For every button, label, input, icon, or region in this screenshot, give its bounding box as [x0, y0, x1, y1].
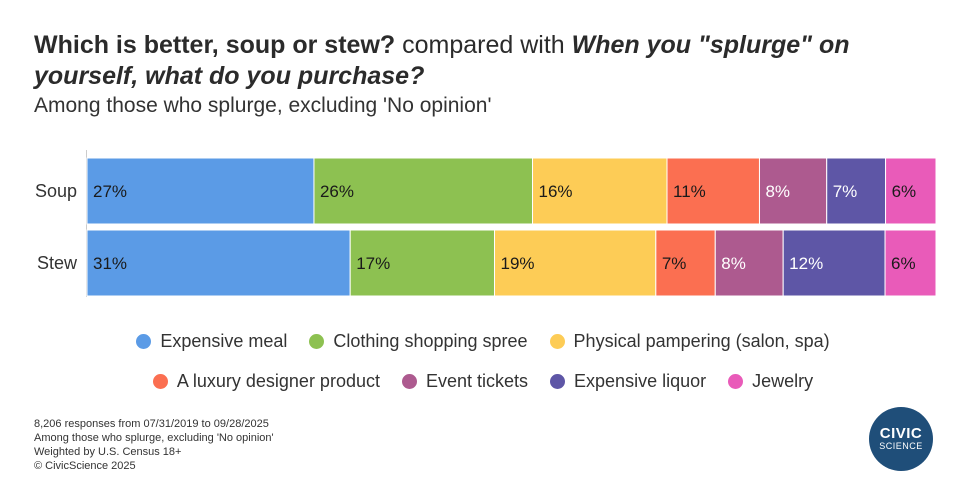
- civicscience-logo: CIVIC SCIENCE: [869, 407, 933, 471]
- chart-subtitle: Among those who splurge, excluding 'No o…: [34, 94, 492, 117]
- data-label-stew-a-luxury-designer-product: 7%: [662, 254, 687, 273]
- data-label-soup-physical-pampering-salon-spa: 16%: [539, 182, 573, 201]
- footer-responses: 8,206 responses from 07/31/2019 to 09/28…: [34, 418, 269, 430]
- chart-legend: Expensive meal Clothing shopping spree Phy…: [0, 326, 966, 406]
- data-label-stew-jewelry: 6%: [891, 254, 916, 273]
- data-label-stew-expensive-meal: 31%: [93, 254, 127, 273]
- legend-row-2: A luxury designer product Event tickets Ex…: [0, 366, 966, 396]
- legend-item-event-tickets: Event tickets: [401, 370, 529, 392]
- title-connector: compared with: [395, 31, 572, 59]
- legend-swatch-expensive-meal: [136, 333, 152, 349]
- footer-copyright: © CivicScience 2025: [34, 460, 136, 472]
- bar-soup-jewelry: [885, 157, 937, 225]
- legend-label-expensive-meal: Expensive meal: [160, 330, 288, 351]
- title-question-1: Which is better, soup or stew?: [34, 31, 396, 59]
- logo-line-2: SCIENCE: [879, 441, 923, 451]
- data-label-soup-event-tickets: 8%: [765, 182, 790, 201]
- bar-soup-physical-pampering-salon-spa: [532, 157, 668, 225]
- data-label-soup-a-luxury-designer-product: 11%: [673, 182, 706, 201]
- footer-filter: Among those who splurge, excluding 'No o…: [34, 432, 274, 444]
- data-label-soup-expensive-meal: 27%: [93, 182, 127, 201]
- bar-stew-clothing-shopping-spree: [349, 229, 496, 297]
- legend-item-jewelry: Jewelry: [728, 371, 813, 392]
- legend-swatch-physical-pampering-salon-spa: [549, 333, 565, 349]
- legend-item-expensive-meal: Expensive meal: [136, 331, 287, 352]
- legend-swatch-clothing-shopping-spree: [309, 333, 325, 349]
- legend-swatch-expensive-liquor: [550, 373, 566, 389]
- legend-label-expensive-liquor: Expensive liquor: [574, 370, 707, 391]
- category-label-soup: Soup: [35, 181, 77, 201]
- bar-soup-clothing-shopping-spree: [313, 157, 534, 225]
- bar-stew-jewelry: [884, 229, 937, 297]
- legend-label-clothing-shopping-spree: Clothing shopping spree: [333, 330, 528, 351]
- footer-notes: 8,206 responses from 07/31/2019 to 09/28…: [34, 417, 274, 473]
- title-question-2: When you "splurge" on yourself, what do …: [34, 31, 850, 90]
- bar-stew-expensive-liquor: [782, 229, 886, 297]
- logo-line-1: CIVIC: [879, 425, 923, 442]
- legend-label-a-luxury-designer-product: A luxury designer product: [176, 370, 380, 391]
- chart-title: Which is better, soup or stew? compared …: [34, 30, 934, 92]
- data-label-soup-clothing-shopping-spree: 26%: [320, 182, 354, 201]
- bar-soup-a-luxury-designer-product: [666, 157, 760, 225]
- data-label-stew-physical-pampering-salon-spa: 19%: [501, 254, 535, 273]
- data-label-stew-clothing-shopping-spree: 17%: [356, 254, 390, 273]
- category-label-stew: Stew: [37, 253, 78, 273]
- data-label-soup-jewelry: 6%: [892, 182, 917, 201]
- legend-swatch-event-tickets: [401, 373, 417, 389]
- bar-stew-a-luxury-designer-product: [655, 229, 716, 297]
- legend-label-event-tickets: Event tickets: [425, 370, 529, 391]
- data-label-soup-expensive-liquor: 7%: [833, 182, 858, 201]
- data-label-stew-event-tickets: 8%: [721, 254, 746, 273]
- legend-row-1: Expensive meal Clothing shopping spree Phy…: [0, 326, 966, 356]
- legend-item-expensive-liquor: Expensive liquor: [550, 371, 706, 392]
- bar-stew-physical-pampering-salon-spa: [494, 229, 657, 297]
- footer-weighting: Weighted by U.S. Census 18+: [34, 446, 182, 458]
- bar-soup-event-tickets: [758, 157, 828, 225]
- legend-swatch-jewelry: [728, 373, 744, 389]
- legend-item-a-luxury-designer-product: A luxury designer product: [152, 370, 380, 392]
- legend-item-clothing-shopping-spree: Clothing shopping spree: [309, 330, 528, 352]
- bar-soup-expensive-meal: [86, 157, 315, 225]
- bar-stew-expensive-meal: [86, 229, 351, 297]
- legend-label-jewelry: Jewelry: [752, 370, 814, 391]
- bar-stew-event-tickets: [714, 229, 784, 297]
- legend-label-physical-pampering-salon-spa: Physical pampering (salon, spa): [573, 330, 830, 351]
- legend-item-physical-pampering-salon-spa: Physical pampering (salon, spa): [549, 330, 830, 352]
- bar-soup-expensive-liquor: [826, 157, 887, 225]
- stacked-bar-chart: Soup 27% 26% 16% 11% 8% 7% 6% Stew 31% 17% 19% 7% 8% 1…: [35, 150, 937, 297]
- data-label-stew-expensive-liquor: 12%: [789, 254, 823, 273]
- legend-swatch-a-luxury-designer-product: [152, 373, 168, 389]
